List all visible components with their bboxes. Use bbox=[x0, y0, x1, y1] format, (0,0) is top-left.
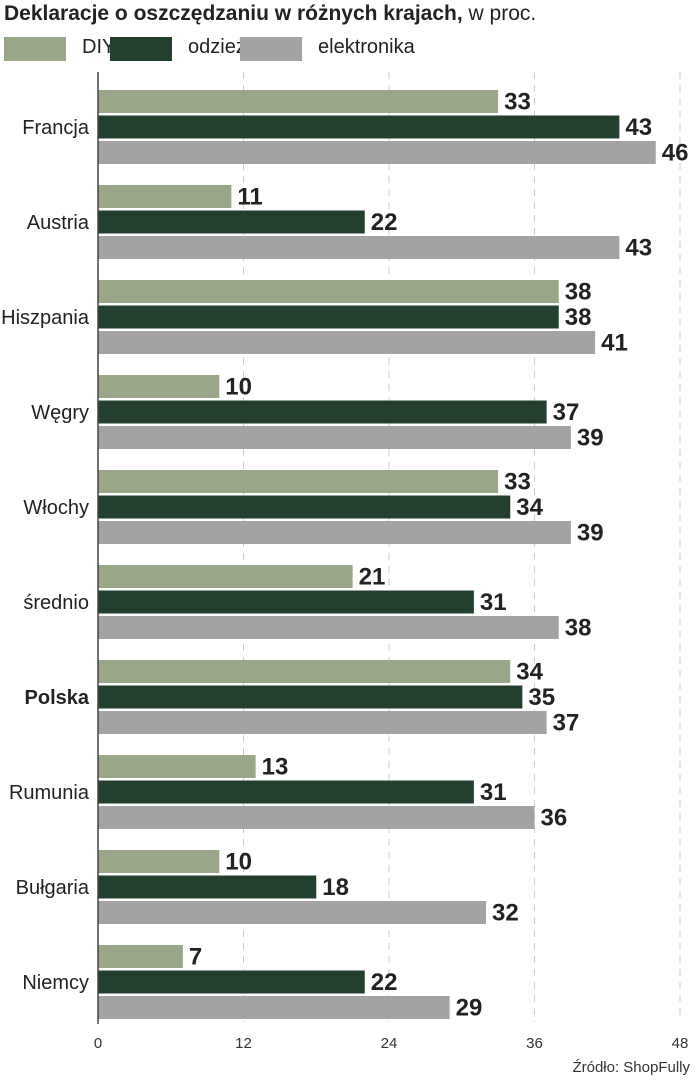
bar-6-0 bbox=[98, 660, 511, 683]
bar-value-label: 37 bbox=[553, 399, 580, 426]
legend: DIY odzież elektronika bbox=[4, 36, 694, 62]
legend-swatch-elektronika bbox=[240, 37, 302, 61]
bar-9-0 bbox=[98, 945, 183, 968]
chart-title: Deklaracje o oszczędzaniu w różnych kraj… bbox=[4, 2, 536, 26]
bar-value-label: 34 bbox=[516, 494, 543, 521]
bar-value-label: 38 bbox=[565, 304, 592, 331]
bar-value-label: 33 bbox=[504, 469, 531, 496]
chart-title-bold: Deklaracje o oszczędzaniu w różnych kraj… bbox=[4, 2, 463, 25]
category-label: Polska bbox=[25, 687, 90, 709]
bar-value-label: 37 bbox=[553, 710, 580, 737]
bar-7-1 bbox=[98, 780, 474, 804]
bar-0-1 bbox=[98, 115, 620, 139]
bar-0-0 bbox=[98, 90, 499, 113]
legend-label-elektronika: elektronika bbox=[318, 36, 415, 58]
category-label: Węgry bbox=[31, 402, 89, 424]
bar-2-2 bbox=[98, 331, 596, 354]
bar-3-2 bbox=[98, 426, 571, 449]
bar-4-0 bbox=[98, 470, 499, 493]
bar-4-2 bbox=[98, 521, 571, 544]
bar-7-0 bbox=[98, 755, 256, 778]
bar-6-1 bbox=[98, 685, 523, 709]
bar-5-0 bbox=[98, 565, 353, 588]
bar-0-2 bbox=[98, 141, 656, 164]
bar-value-label: 33 bbox=[504, 89, 531, 116]
bar-value-label: 10 bbox=[225, 849, 252, 876]
bar-5-2 bbox=[98, 616, 559, 639]
bar-value-label: 21 bbox=[359, 564, 386, 591]
category-label: Austria bbox=[27, 212, 90, 234]
bar-value-label: 32 bbox=[492, 900, 519, 927]
category-label: Włochy bbox=[23, 497, 89, 519]
x-tick-label: 48 bbox=[672, 1035, 689, 1052]
bar-value-label: 43 bbox=[625, 114, 652, 141]
category-label: średnio bbox=[23, 592, 89, 614]
bar-value-label: 18 bbox=[322, 874, 349, 901]
bar-6-2 bbox=[98, 711, 547, 734]
legend-swatch-odziez bbox=[110, 37, 172, 61]
bar-1-0 bbox=[98, 185, 232, 208]
category-label: Rumunia bbox=[9, 782, 90, 804]
x-tick-label: 12 bbox=[235, 1035, 252, 1052]
bar-value-label: 11 bbox=[237, 184, 262, 211]
bar-value-label: 34 bbox=[516, 659, 543, 686]
x-tick-label: 24 bbox=[381, 1035, 398, 1052]
category-label: Francja bbox=[22, 117, 90, 139]
bar-value-label: 22 bbox=[371, 969, 398, 996]
bar-1-2 bbox=[98, 236, 620, 259]
x-tick-label: 0 bbox=[94, 1035, 102, 1052]
bar-2-0 bbox=[98, 280, 559, 303]
bar-value-label: 38 bbox=[565, 279, 592, 306]
bar-value-label: 43 bbox=[625, 235, 652, 262]
bar-value-label: 10 bbox=[225, 374, 252, 401]
category-label: Bułgaria bbox=[16, 877, 90, 899]
category-label: Hiszpania bbox=[1, 307, 90, 329]
bar-2-1 bbox=[98, 305, 559, 329]
chart-title-unit: w proc. bbox=[462, 2, 537, 25]
legend-swatch-diy bbox=[4, 37, 66, 61]
bar-value-label: 39 bbox=[577, 425, 604, 452]
bar-9-1 bbox=[98, 970, 365, 994]
bar-8-2 bbox=[98, 901, 486, 924]
bar-value-label: 31 bbox=[480, 779, 507, 806]
bar-8-0 bbox=[98, 850, 220, 873]
bar-value-label: 22 bbox=[371, 209, 398, 236]
bar-4-1 bbox=[98, 495, 511, 519]
bar-value-label: 31 bbox=[480, 589, 507, 616]
bar-8-1 bbox=[98, 875, 317, 899]
legend-label-odziez: odzież bbox=[188, 36, 246, 58]
bar-value-label: 41 bbox=[601, 330, 628, 357]
bar-1-1 bbox=[98, 210, 365, 234]
bar-value-label: 13 bbox=[262, 754, 289, 781]
bar-5-1 bbox=[98, 590, 474, 614]
bar-3-0 bbox=[98, 375, 220, 398]
bar-value-label: 29 bbox=[456, 995, 483, 1022]
bar-9-2 bbox=[98, 996, 450, 1019]
source-note: Źródło: ShopFully bbox=[572, 1059, 690, 1076]
bar-3-1 bbox=[98, 400, 547, 424]
bar-value-label: 7 bbox=[189, 944, 202, 971]
bar-value-label: 38 bbox=[565, 615, 592, 642]
bar-7-2 bbox=[98, 806, 535, 829]
bar-value-label: 36 bbox=[541, 805, 568, 832]
bar-value-label: 35 bbox=[528, 684, 555, 711]
x-tick-label: 36 bbox=[526, 1035, 543, 1052]
bar-value-label: 39 bbox=[577, 520, 604, 547]
bar-value-label: 46 bbox=[662, 140, 689, 167]
category-label: Niemcy bbox=[22, 972, 89, 994]
legend-label-diy: DIY bbox=[82, 36, 116, 58]
